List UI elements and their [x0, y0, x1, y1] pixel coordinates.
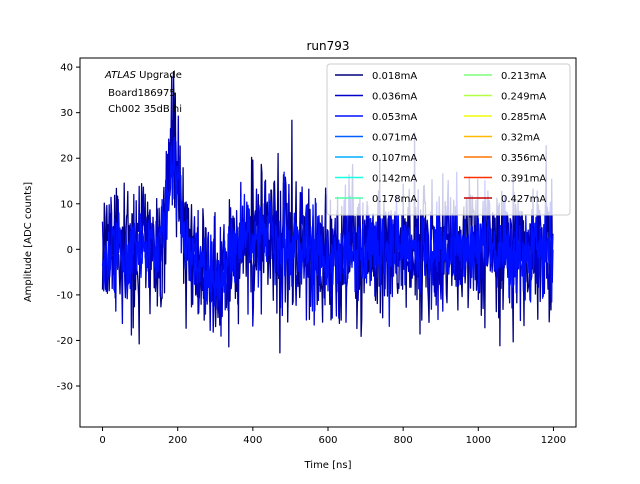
legend-label: 0.018mA: [372, 71, 417, 82]
x-tick-label: 200: [168, 435, 187, 446]
x-tick-label: 1200: [541, 435, 566, 446]
y-axis-label: Amplitude [ADC counts]: [23, 182, 34, 302]
annotation-line-2: Board186975: [105, 88, 176, 99]
series-line: [101, 136, 554, 328]
y-tick-label: 40: [60, 63, 73, 74]
annotation-line-3: Ch002 35dB hi: [105, 104, 182, 115]
annotation-atlas: ATLAS: [104, 70, 137, 81]
chart-title: run793: [306, 39, 349, 53]
legend-label: 0.053mA: [372, 112, 417, 123]
legend-label: 0.356mA: [501, 153, 546, 164]
annotation-line-1: ATLAS Upgrade: [104, 70, 182, 81]
legend-label: 0.107mA: [372, 153, 417, 164]
legend-label: 0.142mA: [372, 174, 417, 185]
y-tick-label: -20: [57, 336, 73, 347]
legend-label: 0.213mA: [501, 71, 546, 82]
legend-label: 0.071mA: [372, 133, 417, 144]
y-tick-label: 30: [60, 108, 73, 119]
legend-label: 0.036mA: [372, 92, 417, 103]
x-tick-label: 0: [99, 435, 105, 446]
x-tick-label: 400: [243, 435, 262, 446]
x-axis-label: Time [ns]: [303, 460, 351, 471]
x-tick-label: 800: [394, 435, 413, 446]
legend: 0.018mA 0.036mA 0.053mA 0.071mA 0.107mA 0.142…: [326, 63, 571, 216]
legend-frame: [326, 63, 571, 216]
y-tick-label: 20: [60, 154, 73, 165]
y-tick-label: -10: [57, 290, 73, 301]
legend-label: 0.391mA: [501, 174, 546, 185]
legend-label: 0.249mA: [501, 92, 546, 103]
legend-label: 0.178mA: [372, 194, 417, 205]
y-tick-label: 0: [67, 245, 73, 256]
legend-label: 0.427mA: [501, 194, 546, 205]
series-line: [101, 75, 554, 337]
annotation-upgrade: Upgrade: [136, 70, 182, 81]
x-tick-label: 1000: [466, 435, 491, 446]
y-tick-label: 10: [60, 199, 73, 210]
x-axis-ticks: 0 200 400 600 800 1000 1200: [99, 427, 566, 446]
legend-label: 0.285mA: [501, 112, 546, 123]
atlas-annotation: ATLAS Upgrade Board186975 Ch002 35dB hi: [104, 70, 182, 115]
x-tick-label: 600: [318, 435, 337, 446]
legend-label: 0.32mA: [501, 133, 540, 144]
y-axis-ticks: -30 -20 -10 0 10 20 30 40: [57, 63, 80, 393]
y-tick-label: -30: [57, 382, 73, 393]
